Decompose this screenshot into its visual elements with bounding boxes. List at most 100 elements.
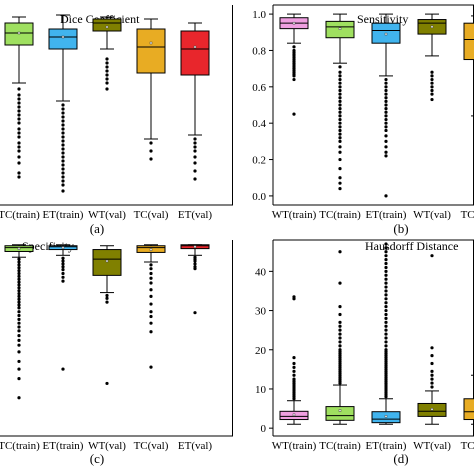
outlier-point [61,151,65,155]
outlier-point [384,139,388,143]
outlier-point [193,169,197,173]
outlier-point [17,149,21,153]
box-iqr [180,30,210,76]
mean-marker [384,32,388,36]
outlier-point [61,143,65,147]
outlier-point [384,301,388,305]
outlier-point [384,328,388,332]
panel-b-title: Sensitivity [357,12,408,26]
mean-marker [17,31,21,35]
outlier-point [61,111,65,115]
y-tick-label: 30 [255,306,267,318]
outlier-point [61,147,65,151]
outlier-point [105,69,109,73]
outlier-point [338,107,342,111]
outlier-point [384,242,388,246]
outlier-point [338,117,342,122]
outlier-point [384,92,388,96]
x-tick-label: TC(val) [134,440,169,452]
outlier-point [338,85,342,89]
outlier-point [149,157,153,161]
outlier-point [105,81,109,85]
x-tick-label: WT(val) [88,209,126,221]
outlier-point [384,99,388,103]
x-tick-label: TC(train) [0,440,40,452]
outlier-point [338,340,342,344]
outlier-point [61,155,65,159]
x-tick-label: ET(train) [366,440,407,452]
outlier-point [193,137,197,141]
mean-marker [338,409,342,412]
y-tick-label: 0.6 [252,82,266,94]
box-iqr [92,18,122,32]
outlier-point [338,110,342,114]
panel-d-label: (d) [393,451,408,466]
panel-d-title: Hausdorff Distance [365,239,458,253]
outlier-point [338,114,342,118]
outlier-point [384,273,388,277]
outlier-point [338,320,342,324]
x-tick-label: ET(val) [178,209,213,221]
outlier-point [193,262,197,266]
outlier-point [61,256,65,260]
outlier-point [61,183,65,187]
outlier-point [17,350,21,354]
outlier-point [384,324,388,328]
outlier-point [61,123,65,127]
outlier-point [292,377,296,381]
mean-marker [384,415,388,418]
outlier-point [17,283,21,287]
box-iqr [325,406,355,421]
outlier-point [17,266,21,270]
outlier-point [17,117,21,121]
x-tick-label: TC(train) [0,209,40,221]
outlier-point [430,373,434,377]
outlier-point [430,88,434,93]
outlier-point [430,369,434,373]
outlier-point [384,121,388,125]
outlier-point [61,179,65,183]
y-tick-label: 0 [261,423,267,435]
outlier-point [149,271,153,276]
outlier-point [17,271,21,276]
outlier-point [17,113,21,117]
outlier-point [193,161,197,165]
outlier-point [149,288,153,292]
outlier-point [384,107,388,111]
mean-marker [149,248,153,251]
mean-marker [105,25,109,29]
panel-a-dice-coefficient: Dice Coefficient (a) TC(train)ET(train)W… [0,5,233,236]
outlier-point [17,280,21,284]
outlier-point [292,74,296,78]
outlier-point [149,314,153,319]
outlier-point [384,289,388,293]
outlier-point [338,281,342,285]
outlier-point [384,125,388,129]
outlier-point [193,149,197,153]
outlier-point [384,145,388,149]
x-tick-label: ET(val) [178,440,213,452]
outlier-point [61,167,65,171]
outlier-point [384,250,388,254]
outlier-point [17,121,21,125]
outlier-point [384,134,388,138]
outlier-point [338,332,342,336]
panel-b-sensitivity: Sensitivity (b) 0.0 0.2 0.4 0.6 0.8 1.0 WT(tra… [252,4,474,236]
outlier-point [17,377,21,381]
outlier-point [430,381,434,385]
outlier-point [193,177,197,181]
y-tick-label: 10 [255,384,267,396]
mean-marker [430,25,434,29]
outlier-point [61,259,65,263]
outlier-point [105,73,109,77]
outlier-point [338,81,342,85]
outlier-point [61,268,65,272]
outlier-point [384,81,388,85]
outlier-point [384,312,388,317]
outlier-point [17,155,21,159]
outlier-point [17,306,21,310]
outlier-point [384,297,388,301]
outlier-point [384,285,388,289]
outlier-point [338,167,342,171]
outlier-point [17,105,21,109]
